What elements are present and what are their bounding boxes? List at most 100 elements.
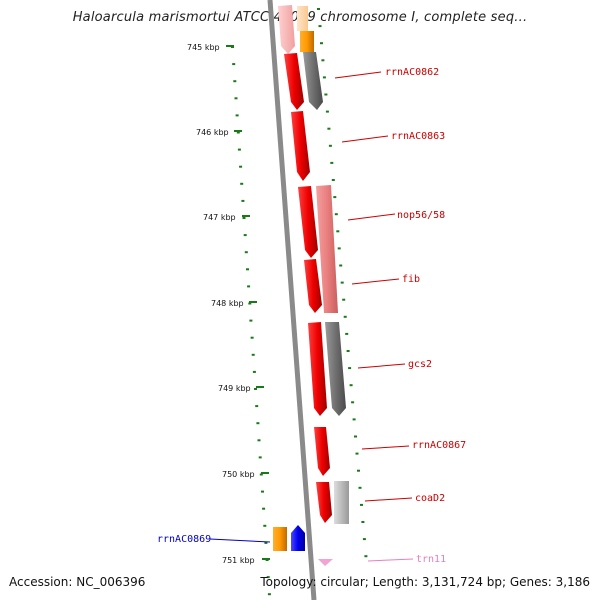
- tick-dot: [233, 80, 237, 83]
- tick-dot: [236, 131, 240, 134]
- tick-dot: [361, 521, 365, 523]
- gene-feature[interactable]: [298, 186, 318, 258]
- tick-dot: [339, 264, 343, 267]
- gene-label-text: rrnAC0862: [385, 67, 439, 78]
- tick-dot: [247, 285, 251, 288]
- tick-dot: [267, 593, 271, 596]
- gene-features-inner: [278, 5, 332, 523]
- gene-label-coaD2[interactable]: coaD2: [364, 493, 445, 504]
- accession-text: Accession: NC_006396: [9, 575, 146, 589]
- gene-feature[interactable]: [318, 559, 333, 566]
- tick-dot: [252, 370, 256, 373]
- tick-label: 751 kbp: [222, 556, 255, 565]
- tick-dot: [346, 350, 350, 352]
- tick-dot: [333, 196, 337, 199]
- tick-dot: [330, 161, 334, 164]
- tick-dot: [237, 148, 241, 151]
- gene-feature[interactable]: [334, 481, 349, 524]
- gene-feature[interactable]: [300, 31, 314, 52]
- tick-dot: [334, 213, 338, 216]
- gene-label-text: rrnAC0867: [412, 440, 466, 451]
- tick-dot: [355, 452, 359, 455]
- tick-dot: [263, 524, 267, 527]
- tick-dot: [318, 25, 322, 28]
- tick-dot: [266, 576, 270, 579]
- gene-label-text: fib: [402, 274, 420, 285]
- gene-label-fib[interactable]: fib: [351, 274, 420, 285]
- tick-dot: [322, 76, 326, 79]
- tick-dot: [354, 435, 357, 438]
- gene-label-text: nop56/58: [397, 210, 445, 221]
- tick-dot: [340, 281, 344, 284]
- tick-dot: [357, 469, 360, 472]
- tick-dot: [250, 336, 254, 339]
- gene-label-nop56-58[interactable]: nop56/58: [347, 210, 445, 221]
- scale-tick-746: 746 kbp: [196, 128, 242, 137]
- tick-dot: [240, 182, 244, 185]
- tick-dot: [325, 110, 329, 113]
- gene-feature[interactable]: [278, 5, 295, 54]
- tick-dot: [342, 298, 346, 301]
- tick-dot: [242, 217, 246, 219]
- tick-label: 746 kbp: [196, 128, 229, 137]
- gene-feature[interactable]: [297, 6, 308, 31]
- gene-feature[interactable]: [314, 427, 330, 476]
- tick-label: 749 kbp: [218, 384, 251, 393]
- gene-label-rrnAC0862[interactable]: rrnAC0862: [334, 67, 439, 79]
- gene-label-text: rrnAC0869: [157, 534, 211, 545]
- tick-dot: [258, 456, 262, 459]
- gene-label-rrnAC0863[interactable]: rrnAC0863: [341, 131, 445, 143]
- tick-dot: [337, 247, 341, 250]
- scale-tick-745: 745 kbp: [187, 43, 234, 52]
- chromosome-backbone: [267, 0, 317, 600]
- tick-dot: [248, 302, 252, 305]
- gene-features-outer: [273, 6, 349, 566]
- gene-feature[interactable]: [273, 527, 287, 551]
- gene-feature[interactable]: [303, 52, 323, 110]
- gene-label-rrnAC0867[interactable]: rrnAC0867: [361, 440, 466, 451]
- tick-dot: [331, 179, 335, 181]
- tick-dot: [349, 384, 353, 387]
- tick-dot: [257, 439, 261, 442]
- tick-dot: [246, 268, 249, 271]
- tick-dot: [256, 422, 260, 425]
- tick-label: 747 kbp: [203, 213, 236, 222]
- gene-label-gcs2[interactable]: gcs2: [357, 359, 432, 370]
- tick-dot: [317, 8, 320, 10]
- tick-dot: [241, 199, 245, 202]
- tick-dot: [254, 388, 257, 390]
- gene-feature[interactable]: [316, 482, 332, 523]
- tick-dot: [234, 97, 238, 100]
- gene-feature[interactable]: [308, 322, 327, 416]
- tick-dot: [343, 315, 347, 318]
- tick-dot: [262, 507, 266, 510]
- gene-feature[interactable]: [284, 53, 304, 110]
- gene-feature[interactable]: [316, 185, 338, 313]
- tick-dot: [358, 486, 362, 489]
- gene-feature[interactable]: [291, 525, 305, 551]
- genome-summary-text: Topology: circular; Length: 3,131,724 bp…: [260, 575, 590, 589]
- gene-feature[interactable]: [325, 322, 346, 416]
- tick-dot: [328, 144, 332, 147]
- tick-dot: [244, 251, 248, 254]
- tick-dot: [232, 63, 236, 66]
- scale-tick-747: 747 kbp: [203, 213, 250, 222]
- tick-dot: [243, 234, 247, 237]
- tick-dot: [348, 367, 352, 370]
- scale-tick-marks: [231, 46, 271, 596]
- scale-tick-748: 748 kbp: [211, 299, 257, 308]
- tick-dot: [255, 405, 259, 408]
- tick-label: 745 kbp: [187, 43, 220, 52]
- gene-label-text: trn11: [416, 554, 446, 565]
- scale-tick-749: 749 kbp: [218, 384, 264, 393]
- gene-feature[interactable]: [304, 259, 322, 313]
- gene-label-trn11[interactable]: trn11: [367, 554, 446, 565]
- gene-feature[interactable]: [291, 111, 310, 181]
- tick-label: 750 kbp: [222, 470, 255, 479]
- tick-dot: [320, 42, 323, 45]
- tick-dot: [264, 541, 268, 544]
- gene-label-rrnAC0869[interactable]: rrnAC0869: [157, 534, 271, 545]
- scale-tick-750: 750 kbp: [222, 470, 269, 479]
- tick-dot: [249, 319, 253, 322]
